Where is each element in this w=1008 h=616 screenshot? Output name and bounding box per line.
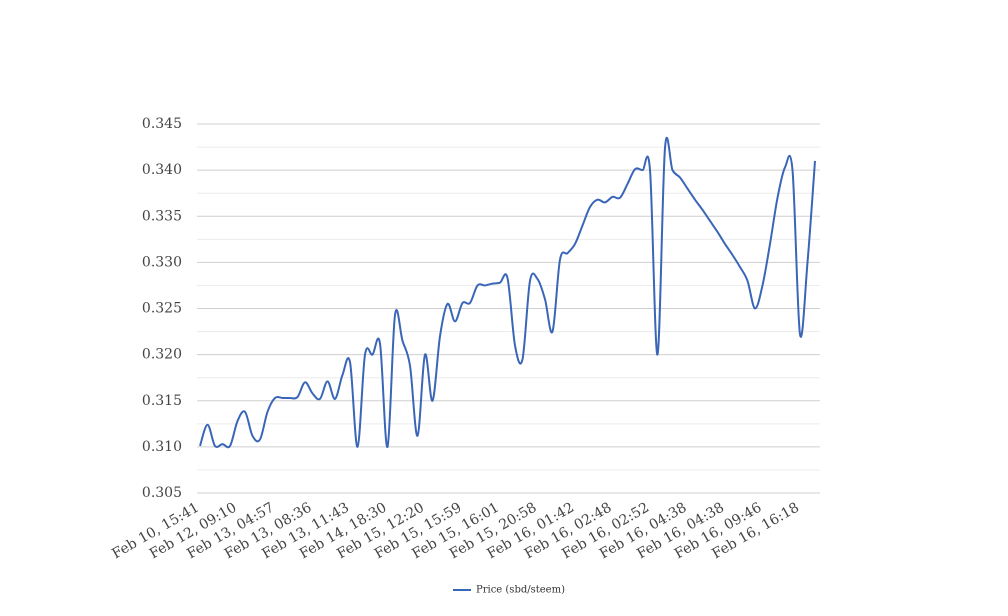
- y-tick-label: 0.345: [142, 116, 182, 132]
- y-tick-label: 0.315: [142, 393, 182, 409]
- y-tick-label: 0.325: [142, 301, 182, 317]
- y-tick-label: 0.335: [142, 208, 182, 224]
- y-tick-label: 0.320: [142, 347, 182, 363]
- line: [199, 137, 816, 449]
- y-tick-label: 0.310: [142, 439, 182, 455]
- legend-label: Price (sbd/steem): [476, 585, 565, 596]
- y-tick-label: 0.305: [142, 485, 182, 501]
- y-tick-label: 0.330: [142, 254, 182, 270]
- y-tick-label: 0.340: [142, 162, 182, 178]
